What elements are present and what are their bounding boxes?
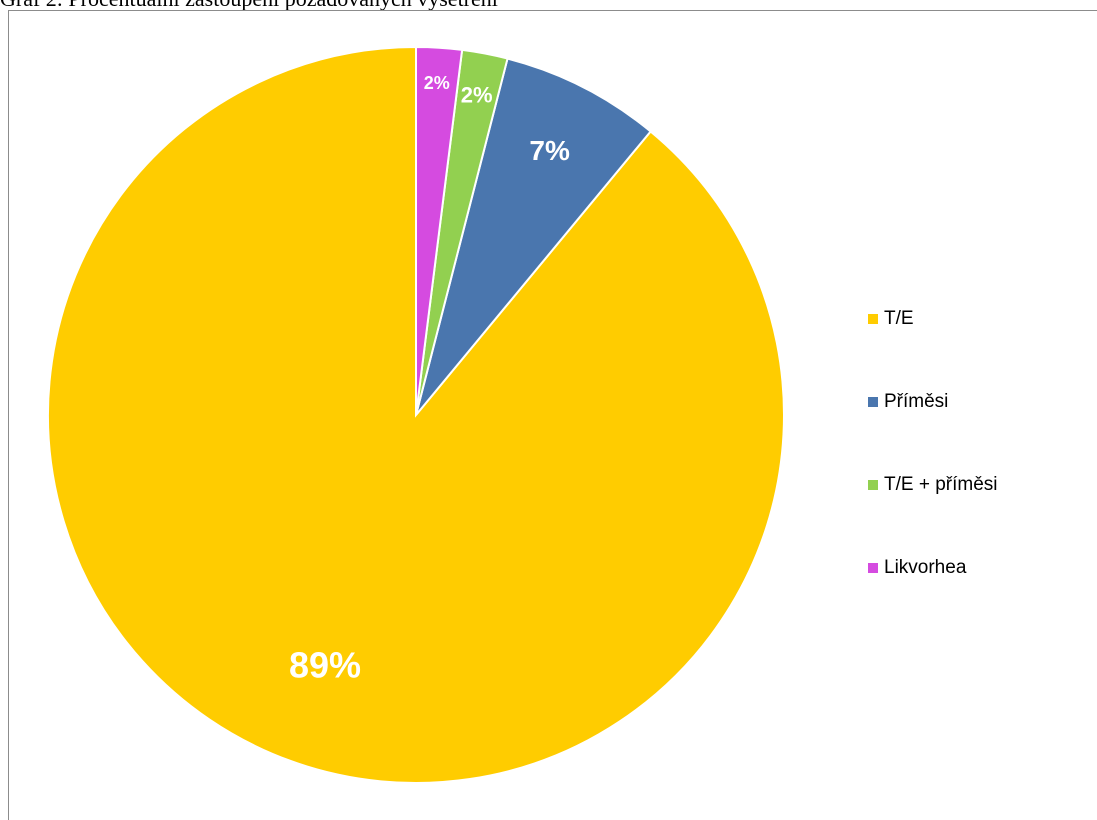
pie-chart: 89% 7% 2% 2% <box>0 0 860 820</box>
legend-item-te-primesi[interactable]: T/E + příměsi <box>868 474 998 557</box>
legend-item-likvorhea[interactable]: Likvorhea <box>868 557 998 640</box>
legend-swatch-te-primesi <box>868 480 878 490</box>
legend-label-primesi: Příměsi <box>884 391 948 413</box>
pie-label-te-primesi: 2% <box>461 83 493 108</box>
legend-item-te[interactable]: T/E <box>868 308 998 391</box>
pie-label-primesi: 7% <box>529 135 570 166</box>
chart-legend: T/E Příměsi T/E + příměsi Likvorhea <box>868 308 998 640</box>
legend-swatch-primesi <box>868 397 878 407</box>
legend-label-te-primesi: T/E + příměsi <box>884 474 998 496</box>
legend-label-te: T/E <box>884 308 914 330</box>
legend-label-likvorhea: Likvorhea <box>884 557 966 579</box>
pie-label-likvorhea: 2% <box>424 73 450 93</box>
legend-swatch-te <box>868 314 878 324</box>
legend-swatch-likvorhea <box>868 563 878 573</box>
legend-item-primesi[interactable]: Příměsi <box>868 391 998 474</box>
pie-label-te: 89% <box>289 644 361 685</box>
